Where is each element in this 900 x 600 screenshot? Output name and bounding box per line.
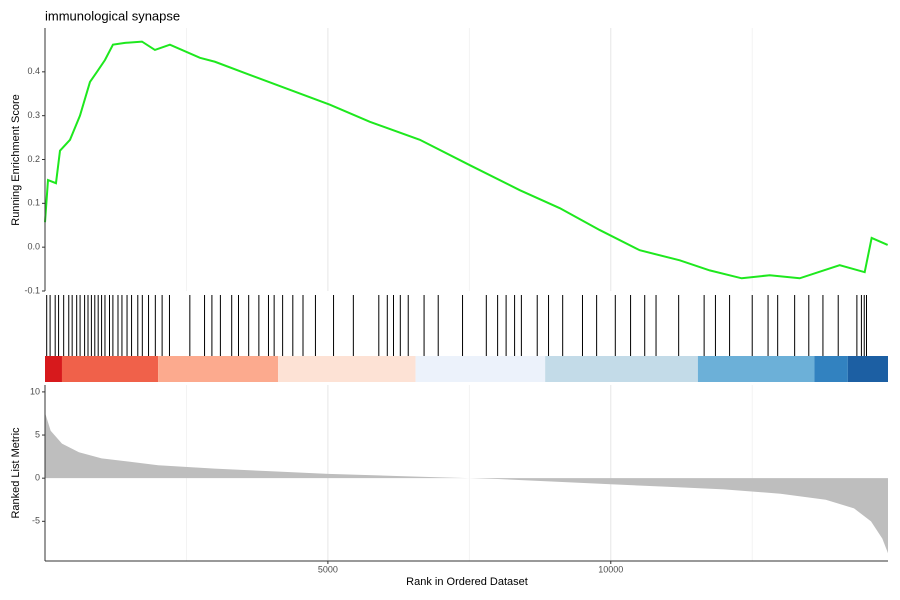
y-tick-label: -0.1 bbox=[24, 285, 40, 295]
enrichment-line bbox=[44, 40, 889, 280]
rank-band bbox=[814, 356, 848, 382]
y-tick-label: -5 bbox=[32, 516, 40, 526]
rank-band bbox=[45, 356, 62, 382]
y-tick-label: 10 bbox=[30, 386, 40, 396]
chart-title: immunological synapse bbox=[45, 8, 180, 23]
y-tick-label: 0.1 bbox=[27, 198, 40, 208]
y-tick-label: 0.4 bbox=[27, 66, 40, 76]
x-tick-label: 10000 bbox=[598, 564, 623, 574]
rank-band bbox=[61, 356, 159, 382]
rank-band bbox=[415, 356, 546, 382]
y-tick-label: 0 bbox=[35, 473, 40, 483]
x-axis-label: Rank in Ordered Dataset bbox=[406, 576, 528, 588]
rank-band bbox=[697, 356, 815, 382]
rank-band bbox=[847, 356, 888, 382]
y-tick-label: 5 bbox=[35, 429, 40, 439]
rank-band bbox=[545, 356, 698, 382]
metric-axis-label: Ranked List Metric bbox=[10, 427, 22, 519]
y-tick-label: 0.0 bbox=[27, 242, 40, 252]
y-tick-label: 0.2 bbox=[27, 154, 40, 164]
rank-band bbox=[158, 356, 279, 382]
x-tick-label: 5000 bbox=[318, 564, 338, 574]
rank-band bbox=[278, 356, 416, 382]
metric-area bbox=[45, 412, 888, 554]
y-tick-label: 0.3 bbox=[27, 110, 40, 120]
es-axis-label: Running Enrichment Score bbox=[10, 94, 22, 225]
